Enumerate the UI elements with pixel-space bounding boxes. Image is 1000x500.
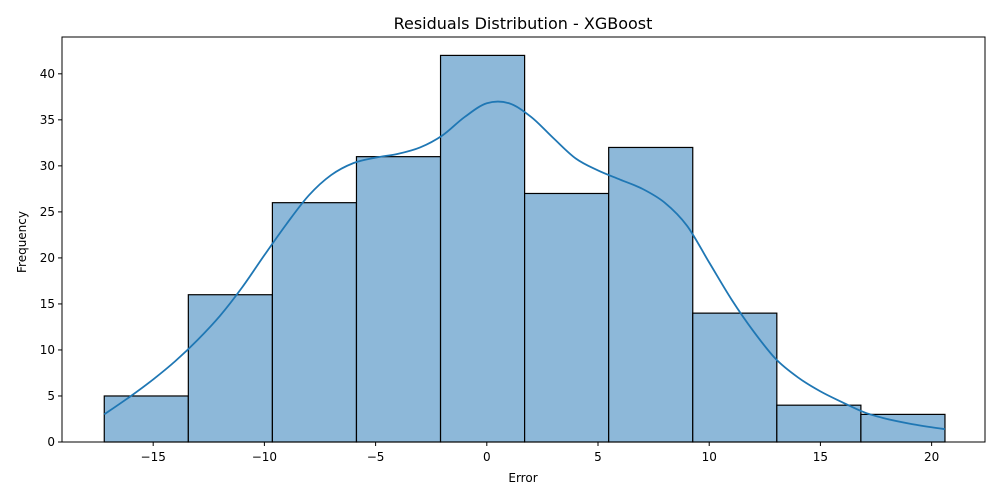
x-tick-label: 0 (483, 450, 491, 464)
y-tick-label: 35 (40, 113, 55, 127)
histogram-bar (692, 312, 778, 443)
y-tick-label: 0 (47, 435, 55, 449)
y-tick-label: 25 (40, 205, 55, 219)
y-axis-ticks: 0 5 10 15 20 25 30 35 40 (40, 67, 62, 449)
histogram-bar (608, 146, 694, 443)
y-tick-label: 15 (40, 297, 55, 311)
x-tick-label: 15 (813, 450, 828, 464)
chart-title: Residuals Distribution - XGBoost (394, 14, 653, 33)
histogram-bar (860, 413, 946, 443)
histogram-bar (103, 395, 189, 443)
histogram-bars (103, 54, 946, 443)
histogram-bar (271, 202, 358, 443)
x-tick-label: 20 (924, 450, 939, 464)
y-tick-label: 30 (40, 159, 55, 173)
x-tick-label: −15 (141, 450, 166, 464)
y-axis-label: Frequency (15, 211, 29, 273)
histogram-bar (355, 156, 442, 443)
histogram-bar (776, 404, 862, 443)
x-axis-label: Error (508, 471, 537, 485)
y-tick-label: 40 (40, 67, 55, 81)
x-tick-label: −10 (252, 450, 277, 464)
x-tick-label: 5 (594, 450, 602, 464)
x-axis-ticks: −15 −10 −5 0 5 10 15 20 (141, 442, 939, 464)
histogram-bar (187, 294, 273, 443)
histogram-bar (439, 54, 526, 443)
y-tick-label: 5 (47, 389, 55, 403)
x-tick-label: 10 (702, 450, 717, 464)
x-tick-label: −5 (367, 450, 385, 464)
y-tick-label: 10 (40, 343, 55, 357)
histogram-bar (524, 192, 610, 443)
plot-frame (61, 36, 986, 443)
kde-curve (103, 100, 946, 431)
y-tick-label: 20 (40, 251, 55, 265)
